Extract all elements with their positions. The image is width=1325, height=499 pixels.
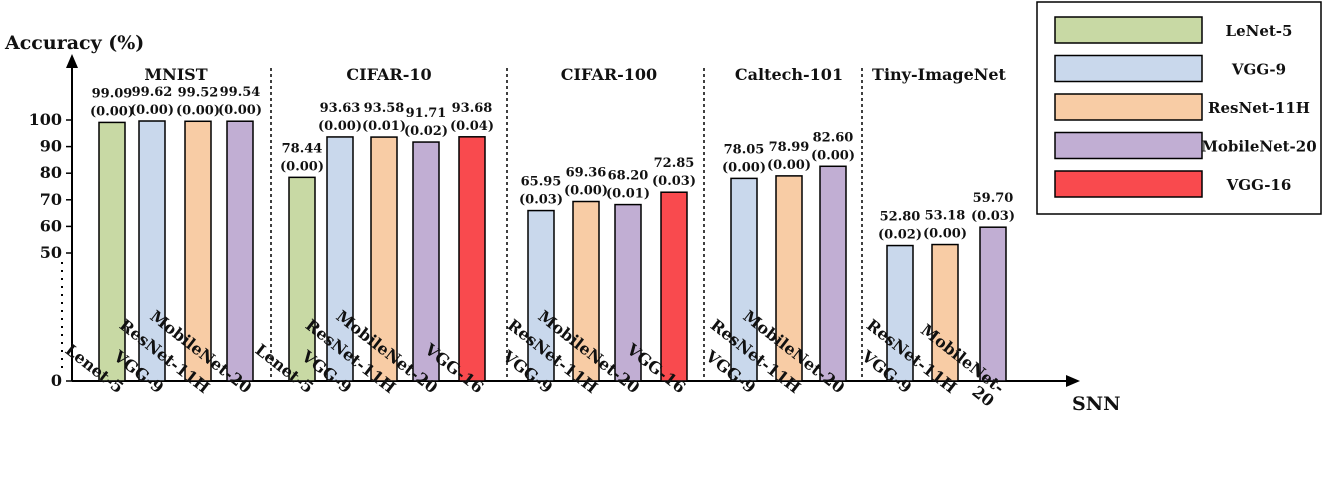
bar-caltech-101-mobilenet-20 (819, 165, 847, 382)
group-dividers (270, 68, 863, 381)
value-label: 69.36 (566, 166, 607, 181)
y-ticks: 100 90 80 70 60 50 0 (29, 110, 72, 390)
y-axis-arrow (66, 54, 78, 68)
value-label: 78.99 (769, 140, 810, 155)
legend-label-resnet-11h: ResNet-11H (1208, 99, 1310, 117)
group-title-cifar-10: CIFAR-10 (346, 65, 431, 84)
std-label: (0.04) (450, 119, 494, 134)
value-labels: 99.09(0.00)99.62(0.00)99.52(0.00)99.54(0… (90, 85, 1015, 243)
legend-label-vgg-16: VGG-16 (1226, 176, 1292, 194)
value-label: 78.44 (282, 141, 323, 156)
std-label: (0.00) (176, 103, 220, 118)
bar-tiny-imagenet-vgg-9 (886, 244, 914, 382)
legend: LeNet-5 VGG-9 ResNet-11H MobileNet-20 VGG-16 (1036, 1, 1322, 215)
std-label: (0.00) (923, 227, 967, 242)
group-titles: MNIST CIFAR-10 CIFAR-100 Caltech-101 Tiny-Im… (144, 65, 1006, 84)
std-label: (0.00) (318, 119, 362, 134)
std-label: (0.03) (519, 193, 563, 208)
bar-cifar-100-vgg-16 (660, 191, 688, 382)
bar-tiny-imagenet-mobilenet-20 (979, 226, 1007, 382)
legend-swatch-vgg-9 (1054, 54, 1203, 83)
value-label: 65.95 (521, 175, 562, 190)
legend-swatch-resnet-11h (1054, 93, 1203, 121)
std-label: (0.00) (90, 104, 134, 119)
std-label: (0.02) (404, 124, 448, 139)
y-tick-label: 60 (40, 216, 62, 235)
y-tick-label: 90 (40, 137, 62, 156)
bar-cifar-10-mobilenet-20 (412, 141, 440, 382)
bar-caltech-101-resnet-11h (775, 175, 803, 382)
legend-swatch-vgg-16 (1054, 170, 1203, 198)
std-label: (0.01) (606, 187, 650, 202)
value-label: 99.52 (178, 85, 219, 100)
value-label: 82.60 (813, 130, 854, 145)
bar-cifar-10-resnet-11h (370, 136, 398, 382)
std-label: (0.03) (652, 174, 696, 189)
std-label: (0.00) (767, 158, 811, 173)
value-label: 59.70 (973, 191, 1014, 206)
value-label: 52.80 (880, 210, 921, 225)
group-title-cifar-100: CIFAR-100 (561, 65, 657, 84)
y-axis-title: Accuracy (%) (4, 32, 144, 54)
legend-swatch-lenet-5 (1054, 16, 1203, 44)
std-label: (0.02) (878, 228, 922, 243)
bar-mnist-mobilenet-20 (226, 120, 254, 382)
y-tick-label: 80 (40, 163, 62, 182)
legend-swatch-mobilenet-20 (1054, 131, 1203, 160)
group-title-mnist: MNIST (144, 65, 207, 84)
y-tick-label: 100 (29, 110, 62, 129)
std-label: (0.00) (722, 160, 766, 175)
bar-cifar-100-resnet-11h (572, 200, 600, 382)
std-label: (0.00) (564, 184, 608, 199)
std-label: (0.00) (218, 103, 262, 118)
bar-mnist-resnet-11h (184, 120, 212, 382)
value-label: 78.05 (724, 142, 765, 157)
bar-cifar-100-vgg-9 (527, 209, 555, 382)
bars (98, 120, 1007, 382)
value-label: 99.09 (92, 86, 133, 101)
std-label: (0.00) (130, 103, 174, 118)
x-axis-arrow (1066, 375, 1080, 387)
bar-mnist-lenet-5 (98, 121, 126, 382)
value-label: 93.58 (364, 101, 405, 116)
bar-caltech-101-vgg-9 (730, 177, 758, 382)
std-label: (0.01) (362, 119, 406, 134)
bar-mnist-vgg-9 (138, 120, 166, 382)
legend-label-lenet-5: LeNet-5 (1226, 22, 1293, 40)
bar-cifar-100-mobilenet-20 (614, 203, 642, 382)
legend-label-vgg-9: VGG-9 (1231, 61, 1286, 79)
bar-cifar-10-vgg-9 (326, 136, 354, 382)
std-label: (0.00) (280, 159, 324, 174)
x-axis-title: SNN (1072, 393, 1120, 415)
bar-cifar-10-vgg-16 (458, 136, 486, 382)
y-tick-label: 50 (40, 243, 62, 262)
legend-label-mobilenet-20: MobileNet-20 (1201, 138, 1316, 156)
group-title-tiny-imagenet: Tiny-ImageNet (872, 65, 1007, 84)
value-label: 68.20 (608, 169, 649, 184)
value-label: 99.62 (132, 85, 173, 100)
group-title-caltech-101: Caltech-101 (735, 65, 843, 84)
std-label: (0.03) (971, 209, 1015, 224)
bar-cifar-10-lenet-5 (288, 176, 316, 382)
std-label: (0.00) (811, 148, 855, 163)
value-label: 99.54 (220, 85, 261, 100)
y-tick-label: 0 (51, 371, 62, 390)
value-label: 72.85 (654, 156, 695, 171)
y-tick-label: 70 (40, 190, 62, 209)
value-label: 93.63 (320, 101, 361, 116)
bar-tiny-imagenet-resnet-11h (931, 243, 959, 382)
value-label: 91.71 (406, 106, 447, 121)
value-label: 53.18 (925, 209, 966, 224)
value-label: 93.68 (452, 101, 493, 116)
